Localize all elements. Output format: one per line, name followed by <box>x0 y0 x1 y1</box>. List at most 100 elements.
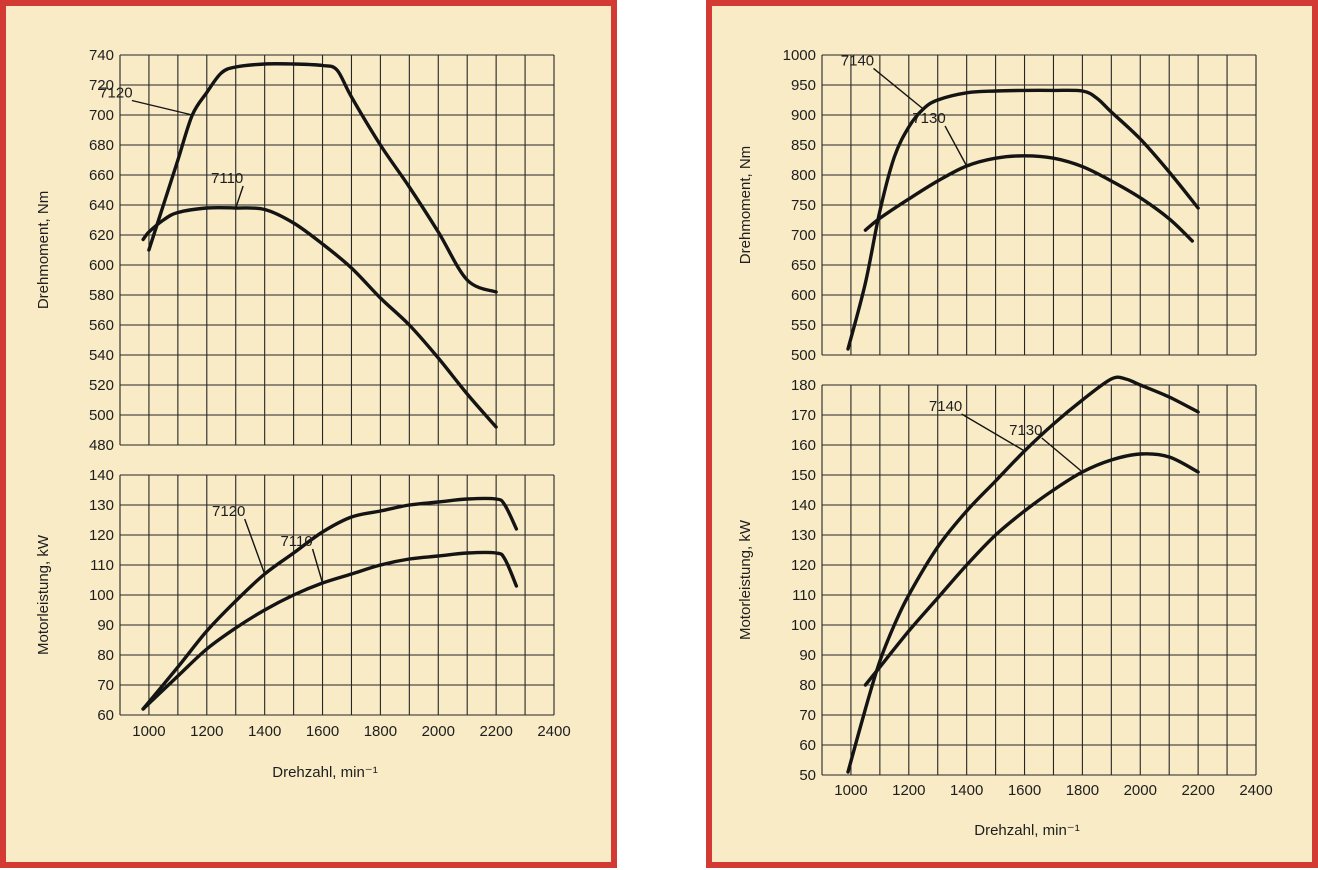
right-torque-series-7140-line <box>846 88 1200 351</box>
right-torque-grid <box>821 54 1257 356</box>
right-torque-ytick-label: 600 <box>791 287 816 304</box>
left-torque-plot: 4805005205405605806006206406606807007207… <box>35 47 555 454</box>
right-power-ytick-label: 140 <box>791 497 816 514</box>
left-power-ytick-label: 120 <box>89 527 114 544</box>
left-power-leader-7120 <box>244 518 266 575</box>
left-torque-ytick-label: 720 <box>89 77 114 94</box>
left-power-xtick-label: 1200 <box>190 723 223 740</box>
left-torque-series-7120-line <box>147 62 498 294</box>
right-power-ytick-label: 90 <box>799 647 816 664</box>
left-torque-ytick-label: 680 <box>89 137 114 154</box>
left-power-xtick-label: 2000 <box>422 723 455 740</box>
right-torque-ytick-label: 950 <box>791 77 816 94</box>
right-power-leader-7130 <box>1041 437 1083 473</box>
left-power-ytick-label: 110 <box>90 557 114 574</box>
right-power-ytick-label: 120 <box>791 557 816 574</box>
right-torque-ytick-label: 900 <box>791 107 816 124</box>
left-power-ytick-label: 130 <box>89 497 114 514</box>
right-power-xtick-label: 1200 <box>892 782 925 799</box>
left-power-curve-label-7120: 7120 <box>212 503 245 520</box>
right-power-ytick-label: 150 <box>791 467 816 484</box>
left-torque-ytick-label: 740 <box>89 47 114 64</box>
left-power-ylabel: Motorleistung, kW <box>35 534 52 655</box>
left-torque-ytick-label: 620 <box>89 227 114 244</box>
right-power-xtick-label: 1400 <box>950 782 983 799</box>
right-power-ytick-label: 70 <box>799 707 816 724</box>
left-torque-curve-label-7110: 7110 <box>211 170 243 187</box>
left-power-leader-7110 <box>311 548 324 584</box>
right-torque-ytick-label: 850 <box>791 137 816 154</box>
right-power-plot: 50 60 70 80 90 100 110 120 130 140 150 160 170 180 100… <box>737 375 1273 839</box>
right-power-ytick-label: 160 <box>791 437 816 454</box>
right-power-leader-7140 <box>961 413 1025 452</box>
left-power-series-7120-line <box>141 496 519 711</box>
right-power-series-7140-line <box>846 375 1200 774</box>
right-power-ytick-label: 180 <box>791 377 816 394</box>
right-power-xtick-label: 2400 <box>1239 782 1272 799</box>
right-power-xtick-label: 2200 <box>1181 782 1214 799</box>
right-torque-curve-label-7130: 7130 <box>912 110 945 127</box>
right-torque-plot: 500 550 600 650 700 750 800 850 900 950 1000 Drehmo… <box>737 47 1257 364</box>
right-power-xtick-label: 1800 <box>1066 782 1099 799</box>
right-torque-ytick-label: 500 <box>791 347 816 364</box>
left-torque-leader-7110 <box>235 185 244 209</box>
right-power-grid <box>821 384 1257 776</box>
left-power-series-7110-line <box>141 550 519 711</box>
left-power-xtick-label: 1400 <box>248 723 281 740</box>
left-torque-ylabel: Drehmoment, Nm <box>35 191 52 309</box>
right-torque-ylabel: Drehmoment, Nm <box>737 146 754 264</box>
right-torque-ytick-label: 800 <box>791 167 816 184</box>
left-power-ytick-label: 100 <box>89 587 114 604</box>
left-power-xtick-label: 1800 <box>364 723 397 740</box>
left-power-ytick-label: 80 <box>97 647 114 664</box>
right-power-ytick-label: 130 <box>791 527 816 544</box>
left-power-curve-label-7110: 7110 <box>280 533 312 550</box>
left-torque-ytick-label: 640 <box>89 197 114 214</box>
right-power-ytick-label: 80 <box>799 677 816 694</box>
left-torque-ytick-label: 580 <box>89 287 114 304</box>
right-power-ytick-label: 50 <box>799 767 816 784</box>
right-torque-ytick-label: 650 <box>791 257 816 274</box>
right-power-curve-label-7130: 7130 <box>1009 422 1042 439</box>
right-power-ytick-label: 170 <box>791 407 816 424</box>
left-torque-grid <box>119 54 555 446</box>
left-power-xtick-label: 2400 <box>537 723 570 740</box>
left-power-xtick-label: 2200 <box>479 723 512 740</box>
left-power-xlabel: Drehzahl, min⁻¹ <box>272 764 377 781</box>
left-torque-curve-label-7120: 7120 <box>99 85 132 102</box>
left-power-ytick-label: 60 <box>97 707 114 724</box>
right-torque-ytick-label: 700 <box>791 227 816 244</box>
left-torque-ytick-label: 520 <box>89 377 114 394</box>
left-torque-ytick-label: 560 <box>89 317 114 334</box>
right-power-xlabel: Drehzahl, min⁻¹ <box>974 822 1079 839</box>
right-torque-ytick-label: 1000 <box>783 47 816 64</box>
right-power-curve-label-7140: 7140 <box>929 398 962 415</box>
left-torque-ytick-label: 660 <box>89 167 114 184</box>
left-torque-ytick-label: 500 <box>89 407 114 424</box>
left-torque-ytick-label: 700 <box>89 107 114 124</box>
right-power-ytick-label: 100 <box>791 617 816 634</box>
left-torque-ytick-label: 480 <box>89 437 114 454</box>
right-power-xtick-label: 1600 <box>1008 782 1041 799</box>
right-power-series-7130-line <box>863 452 1200 687</box>
left-torque-ytick-label: 540 <box>89 347 114 364</box>
left-power-ytick-label: 140 <box>89 467 114 484</box>
right-power-ylabel: Motorleistung, kW <box>737 519 754 640</box>
right-torque-ytick-label: 550 <box>791 317 816 334</box>
right-torque-curve-label-7140: 7140 <box>841 52 874 69</box>
left-torque-series-7110-line <box>141 205 498 429</box>
left-power-xtick-label: 1600 <box>306 723 339 740</box>
right-power-xtick-label: 2000 <box>1124 782 1157 799</box>
right-torque-leader-7130 <box>944 125 968 167</box>
left-power-ytick-label: 90 <box>97 617 114 634</box>
right-power-ytick-label: 60 <box>799 737 816 754</box>
right-power-ytick-label: 110 <box>792 587 816 604</box>
right-torque-series-7130-line <box>863 154 1194 243</box>
right-power-xtick-label: 1000 <box>834 782 867 799</box>
left-power-xtick-label: 1000 <box>132 723 165 740</box>
left-torque-ytick-label: 600 <box>89 257 114 274</box>
right-torque-ytick-label: 750 <box>791 197 816 214</box>
right-torque-leader-7140 <box>873 67 924 110</box>
left-torque-leader-7120 <box>131 99 193 116</box>
